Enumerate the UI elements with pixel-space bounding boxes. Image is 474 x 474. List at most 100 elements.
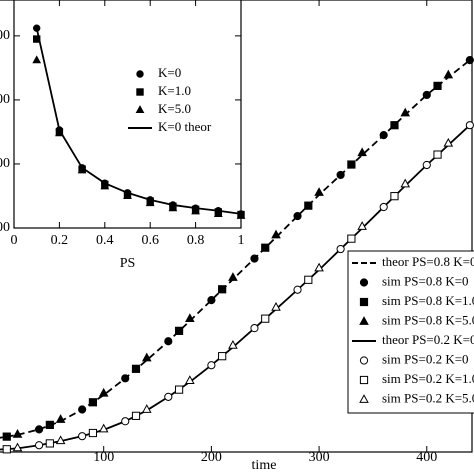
marker bbox=[141, 352, 152, 362]
legend-label: sim PS=0.2 K=5.0 bbox=[382, 390, 474, 405]
marker bbox=[207, 361, 216, 370]
marker bbox=[218, 285, 227, 294]
marker bbox=[12, 429, 23, 438]
marker bbox=[164, 337, 173, 346]
marker bbox=[174, 326, 184, 335]
marker bbox=[168, 203, 178, 212]
marker bbox=[314, 262, 324, 272]
marker bbox=[357, 147, 367, 157]
marker bbox=[250, 324, 259, 333]
marker bbox=[379, 202, 388, 212]
marker bbox=[213, 209, 223, 217]
x-axis-label: time bbox=[252, 458, 277, 473]
marker bbox=[98, 423, 109, 433]
y-tick-label: 200 bbox=[0, 156, 10, 171]
x-tick-label: 100 bbox=[93, 450, 114, 465]
legend-swatch bbox=[136, 70, 144, 78]
marker bbox=[2, 432, 11, 441]
legend-swatch bbox=[359, 316, 369, 325]
legend-box bbox=[347, 250, 474, 414]
legend: theor PS=0.8 K=0 sim PS=0.8 K=0 sim PS=0.8… bbox=[347, 250, 474, 414]
marker bbox=[228, 272, 238, 281]
marker bbox=[55, 414, 66, 423]
x-axis-label: PS bbox=[120, 256, 136, 271]
marker bbox=[121, 417, 130, 426]
marker bbox=[98, 387, 109, 397]
marker bbox=[304, 275, 313, 284]
legend-swatch bbox=[135, 105, 145, 114]
legend-label: sim PS=0.8 K=1.0 bbox=[382, 293, 474, 308]
marker bbox=[185, 375, 195, 384]
marker bbox=[218, 352, 227, 361]
marker bbox=[34, 441, 44, 450]
marker bbox=[433, 81, 442, 90]
series-line bbox=[35, 27, 242, 215]
marker bbox=[100, 181, 110, 190]
legend-label: theor PS=0.8 K=0 bbox=[382, 254, 474, 269]
x-tick-label: 1 bbox=[238, 233, 245, 248]
marker bbox=[400, 107, 411, 117]
marker bbox=[141, 404, 152, 413]
marker bbox=[207, 296, 216, 305]
marker bbox=[261, 314, 270, 323]
legend-swatch bbox=[359, 375, 369, 385]
legend-label: sim PS=0.2 K=1.0 bbox=[382, 371, 474, 386]
marker bbox=[465, 121, 474, 130]
marker bbox=[379, 131, 388, 140]
marker bbox=[390, 192, 399, 201]
marker bbox=[228, 339, 238, 349]
marker bbox=[88, 398, 98, 407]
marker bbox=[78, 405, 87, 414]
marker bbox=[55, 435, 66, 445]
marker bbox=[422, 90, 431, 100]
marker bbox=[32, 55, 42, 64]
marker bbox=[250, 254, 259, 263]
legend-label: K=1.0 bbox=[158, 83, 191, 98]
marker bbox=[261, 243, 270, 252]
marker bbox=[78, 432, 87, 441]
marker bbox=[121, 374, 130, 383]
marker bbox=[304, 201, 313, 210]
marker bbox=[336, 170, 345, 180]
marker bbox=[400, 178, 411, 188]
y-tick-label: 100 bbox=[0, 220, 10, 235]
x-tick-label: 0.6 bbox=[141, 233, 159, 248]
marker bbox=[185, 313, 195, 323]
marker bbox=[191, 206, 200, 215]
marker bbox=[131, 411, 141, 420]
marker bbox=[271, 302, 281, 311]
marker bbox=[443, 69, 454, 79]
marker bbox=[236, 210, 246, 219]
marker bbox=[2, 445, 11, 454]
marker bbox=[422, 160, 431, 170]
marker bbox=[347, 234, 356, 243]
marker bbox=[12, 442, 23, 452]
marker bbox=[465, 56, 474, 65]
legend-swatch bbox=[359, 394, 369, 403]
marker bbox=[131, 364, 141, 373]
y-tick-label: 300 bbox=[0, 92, 10, 107]
legend-swatch bbox=[359, 297, 369, 307]
marker bbox=[271, 229, 281, 239]
marker bbox=[174, 385, 184, 394]
marker bbox=[293, 285, 302, 294]
x-tick-label: 0.8 bbox=[187, 233, 205, 248]
marker bbox=[34, 425, 44, 434]
x-tick-label: 0 bbox=[11, 233, 18, 248]
legend-label: theor PS=0.2 K=0 bbox=[382, 332, 474, 347]
x-tick-label: 300 bbox=[309, 450, 330, 465]
y-tick-label: 400 bbox=[0, 28, 10, 43]
legend-swatch bbox=[136, 88, 144, 96]
marker bbox=[336, 244, 345, 254]
marker bbox=[45, 439, 54, 448]
marker bbox=[314, 187, 324, 196]
legend-label: K=0 theor bbox=[158, 119, 212, 134]
x-tick-label: 0.4 bbox=[96, 233, 114, 248]
legend-label: sim PS=0.8 K=0 bbox=[382, 273, 469, 288]
marker bbox=[433, 150, 442, 159]
marker bbox=[145, 198, 155, 207]
marker bbox=[164, 392, 173, 401]
legend-swatch bbox=[359, 356, 369, 365]
legend-swatch bbox=[359, 278, 369, 287]
